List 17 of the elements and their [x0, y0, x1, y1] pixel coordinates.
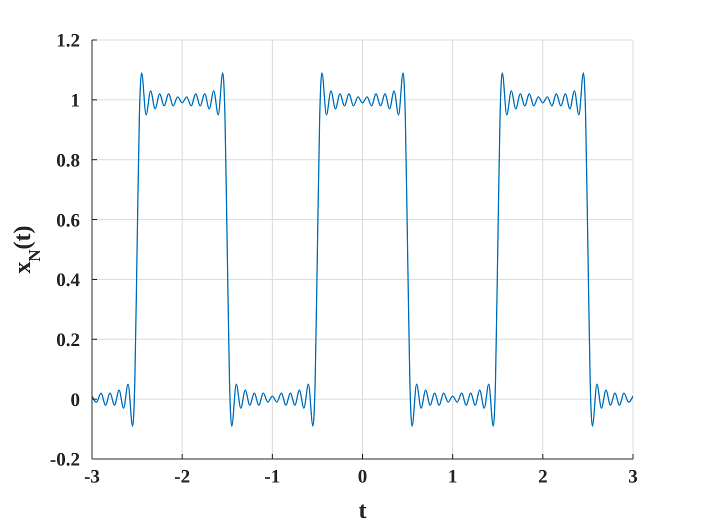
- y-tick-label: 0.2: [56, 330, 80, 352]
- x-tick-label: -2: [174, 466, 190, 488]
- x-tick-label: 3: [628, 466, 638, 488]
- y-tick-label: 1.2: [56, 30, 80, 52]
- x-tick-label: -1: [264, 466, 280, 488]
- y-tick-label: -0.2: [50, 450, 80, 471]
- line-series: [92, 72, 633, 427]
- x-tick-label: 2: [538, 466, 548, 488]
- y-tick-label: 0.4: [56, 270, 80, 292]
- y-tick-label: 1: [70, 90, 80, 112]
- x-tick-label: -3: [84, 466, 100, 488]
- y-tick-label: 0.8: [56, 150, 80, 172]
- x-tick-label: 1: [448, 466, 458, 488]
- x-axis-title: t: [358, 498, 366, 524]
- x-tick-label: 0: [358, 466, 368, 488]
- y-tick-label: 0: [70, 390, 80, 411]
- y-tick-label: 0.6: [56, 210, 80, 232]
